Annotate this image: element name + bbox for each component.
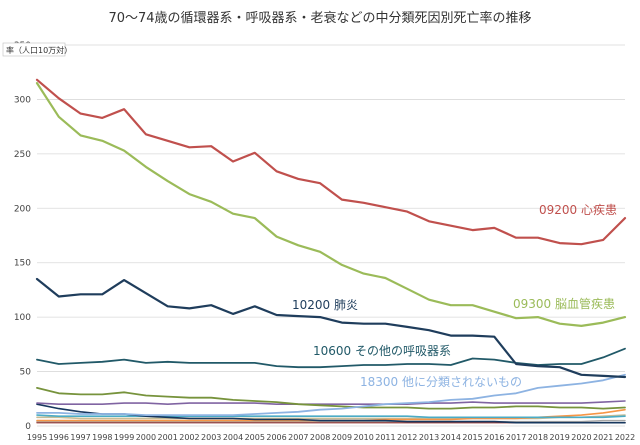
x-tick-label: 2011 <box>375 433 395 442</box>
series-line-11 <box>36 419 626 423</box>
x-tick-label: 2015 <box>462 433 482 442</box>
x-tick-label: 2007 <box>288 433 308 442</box>
annotation-pneumonia: 10200 肺炎 <box>292 298 358 312</box>
gridlines <box>37 44 625 427</box>
x-tick-label: 2002 <box>179 433 199 442</box>
x-tick-label: 2003 <box>201 433 221 442</box>
annotation-other-respiratory: 10600 その他の呼吸器系 <box>313 344 451 358</box>
chart-title: 70〜74歳の循環器系・呼吸器系・老衰などの中分類死因別死亡率の推移 <box>108 10 531 26</box>
annotation-heart-disease: 09200 心疾患 <box>539 202 617 217</box>
x-tick-label: 2017 <box>506 433 526 442</box>
series-line-8 <box>36 414 626 419</box>
series-line-5 <box>36 386 626 410</box>
x-tick-label: 2006 <box>266 433 286 442</box>
x-tick-label: 2004 <box>223 433 243 442</box>
x-tick-label: 2014 <box>441 433 461 442</box>
series-line-6 <box>36 400 626 406</box>
series-lines <box>35 78 627 424</box>
y-tick-label: 100 <box>14 313 31 323</box>
y-tick-label: 250 <box>14 150 31 160</box>
x-tick-label: 2009 <box>332 433 352 442</box>
x-tick-label: 2010 <box>353 433 373 442</box>
y-tick-label: 0 <box>25 422 31 432</box>
series-annotations: 09200 心疾患 09300 脳血管疾患 10200 肺炎 10600 その他… <box>292 202 617 389</box>
annotation-cerebrovascular: 09300 脳血管疾患 <box>513 296 615 311</box>
x-tick-label: 2020 <box>571 433 591 442</box>
x-tick-label: 2001 <box>157 433 177 442</box>
y-tick-label: 200 <box>14 204 31 214</box>
y-axis-label: 率（人口10万対） <box>6 45 72 55</box>
x-tick-label: 2019 <box>549 433 569 442</box>
series-line-4 <box>36 373 626 417</box>
x-axis-ticks: 1995 1996 1997 1998 1999 2000 2001 2002 2003 2004… <box>27 433 635 442</box>
x-tick-label: 1995 <box>27 433 47 442</box>
x-tick-label: 2022 <box>615 433 635 442</box>
x-tick-label: 2008 <box>310 433 330 442</box>
y-axis-unit-label: 率（人口10万対） <box>2 42 72 57</box>
y-tick-label: 50 <box>20 368 32 378</box>
x-tick-label: 2013 <box>419 433 439 442</box>
y-tick-label: 300 <box>14 95 31 105</box>
x-tick-label: 2012 <box>397 433 417 442</box>
y-tick-label: 150 <box>14 259 31 269</box>
annotation-not-elsewhere-classified: 18300 他に分類されないもの <box>360 375 522 389</box>
x-tick-label: 2016 <box>484 433 504 442</box>
series-line-1 <box>35 81 627 327</box>
x-tick-label: 1998 <box>92 433 112 442</box>
x-tick-label: 2005 <box>245 433 265 442</box>
x-tick-label: 1999 <box>114 433 134 442</box>
x-tick-label: 1997 <box>70 433 90 442</box>
series-line-0 <box>35 78 627 246</box>
x-tick-label: 2018 <box>528 433 548 442</box>
x-tick-label: 1996 <box>49 433 69 442</box>
x-tick-label: 2021 <box>593 433 613 442</box>
x-tick-label: 2000 <box>136 433 156 442</box>
series-line-2 <box>35 277 627 379</box>
